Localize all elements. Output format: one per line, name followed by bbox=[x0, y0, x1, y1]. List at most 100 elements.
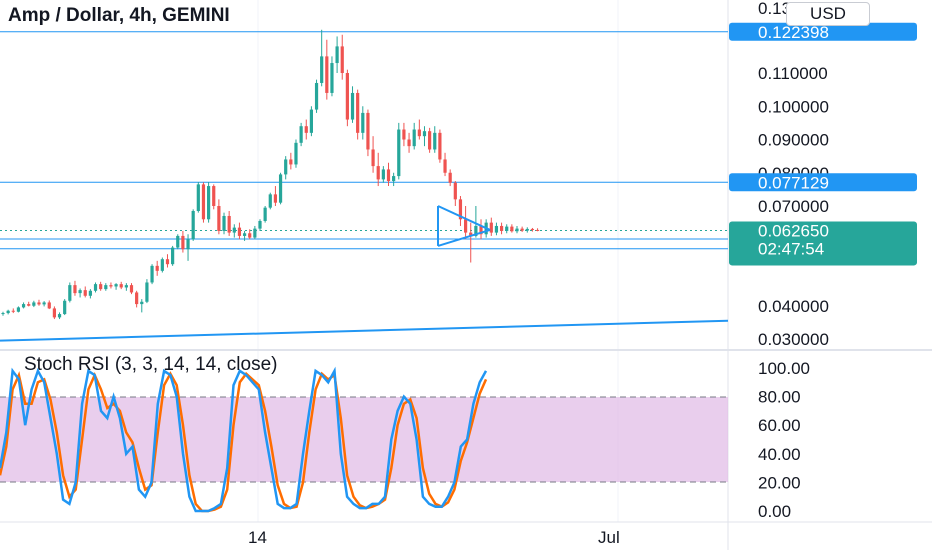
candle-body bbox=[299, 126, 303, 143]
candle-body bbox=[21, 304, 26, 308]
candle-body bbox=[366, 112, 370, 150]
price-tag-label: 0.122398 bbox=[758, 23, 829, 42]
candle-body bbox=[489, 222, 493, 233]
candle-body bbox=[469, 232, 473, 236]
candle-body bbox=[27, 304, 31, 306]
stoch-axis[interactable]: 100.00 80.00 60.00 40.00 20.00 0.00 bbox=[758, 359, 810, 521]
candle-body bbox=[42, 302, 46, 305]
price-tick: 0.090000 bbox=[758, 131, 829, 150]
candle-body bbox=[232, 227, 236, 233]
stoch-band bbox=[0, 397, 728, 482]
candle-body bbox=[381, 169, 385, 180]
candle-body bbox=[57, 314, 62, 318]
candle-body bbox=[499, 225, 504, 231]
price-axis[interactable]: 0.1100000.1000000.0900000.0800000.070000… bbox=[758, 64, 829, 349]
candle-body bbox=[407, 139, 411, 147]
candle-body bbox=[1, 313, 5, 315]
triangle-lower[interactable] bbox=[437, 228, 491, 247]
price-tag-label: 0.077129 bbox=[758, 173, 829, 192]
candle-body bbox=[278, 174, 283, 203]
candle-body bbox=[119, 284, 123, 288]
candle-body bbox=[464, 219, 468, 233]
candle-body bbox=[417, 129, 421, 137]
triangle-pattern[interactable] bbox=[437, 205, 491, 247]
candle-body bbox=[37, 302, 41, 305]
candle-body bbox=[263, 207, 267, 221]
candle-body bbox=[253, 228, 257, 238]
price-tick: 0.100000 bbox=[758, 97, 829, 116]
candle-body bbox=[155, 265, 159, 271]
candle-body bbox=[474, 225, 478, 236]
time-label-jul: Jul bbox=[598, 528, 620, 547]
candle-body bbox=[428, 131, 432, 150]
candle-body bbox=[258, 220, 262, 229]
candle-body bbox=[289, 159, 293, 165]
trendline[interactable] bbox=[0, 319, 729, 342]
candle-body bbox=[176, 235, 180, 248]
candle-body bbox=[422, 131, 427, 137]
candle-body bbox=[109, 285, 113, 287]
candle-body bbox=[160, 259, 164, 271]
candle-body bbox=[530, 228, 535, 230]
candle-body bbox=[242, 233, 247, 236]
currency-button[interactable]: USD bbox=[786, 2, 870, 26]
price-tick: 0.110000 bbox=[758, 64, 828, 83]
candle-body bbox=[140, 301, 144, 305]
candle-body bbox=[525, 228, 529, 231]
candle-body bbox=[47, 302, 51, 309]
candle-body bbox=[453, 182, 457, 200]
candle-body bbox=[443, 159, 447, 173]
last-price-value: 0.062650 bbox=[758, 221, 829, 240]
candle-body bbox=[448, 172, 452, 183]
candle-body bbox=[335, 46, 339, 64]
candle-body bbox=[510, 226, 514, 232]
candle-body bbox=[237, 227, 242, 236]
candle-body bbox=[386, 169, 391, 182]
candle-body bbox=[294, 142, 298, 165]
candle-body bbox=[515, 228, 519, 232]
candle-body bbox=[201, 184, 206, 220]
horizontal-levels[interactable] bbox=[0, 31, 728, 250]
candle-body bbox=[227, 215, 231, 233]
stoch-tick: 0.00 bbox=[758, 502, 791, 521]
candle-body bbox=[52, 308, 56, 318]
candle-body bbox=[438, 132, 442, 160]
candle-body bbox=[494, 225, 499, 233]
stoch-tick: 20.00 bbox=[758, 473, 801, 492]
candle-body bbox=[325, 56, 329, 93]
candle-body bbox=[196, 184, 200, 211]
last-price-tag: 0.062650 02:47:54 bbox=[729, 221, 917, 266]
candle-body bbox=[88, 290, 92, 296]
candle-body bbox=[397, 129, 401, 177]
price-tag-box bbox=[729, 22, 917, 41]
candle-body bbox=[222, 215, 226, 231]
candle-body bbox=[520, 228, 524, 231]
candle-body bbox=[458, 199, 463, 220]
stoch-tick: 100.00 bbox=[758, 359, 810, 378]
candle-body bbox=[356, 92, 360, 133]
time-label-14: 14 bbox=[248, 528, 267, 547]
candle-body bbox=[11, 310, 15, 312]
bar-countdown: 02:47:54 bbox=[758, 239, 824, 258]
candle-body bbox=[309, 109, 313, 133]
candle-body bbox=[345, 73, 349, 120]
candle-body bbox=[6, 310, 10, 314]
candle-body bbox=[330, 63, 334, 93]
stoch-tick: 60.00 bbox=[758, 416, 801, 435]
candle-body bbox=[135, 292, 139, 305]
candle-body bbox=[114, 284, 118, 287]
candle-body bbox=[268, 194, 272, 208]
candle-body bbox=[68, 285, 72, 301]
price-tick: 0.070000 bbox=[758, 197, 829, 216]
price-tag-box bbox=[729, 173, 917, 192]
candle-body bbox=[217, 206, 221, 231]
chart-title: Amp / Dollar, 4h, GEMINI bbox=[8, 5, 230, 26]
candle-body bbox=[129, 285, 134, 293]
candle-body bbox=[16, 307, 21, 312]
candle-body bbox=[340, 46, 344, 73]
triangle-upper[interactable] bbox=[437, 205, 491, 231]
candle-body bbox=[273, 194, 278, 203]
candle-body bbox=[314, 82, 319, 110]
price-tick: 0.040000 bbox=[758, 297, 829, 316]
